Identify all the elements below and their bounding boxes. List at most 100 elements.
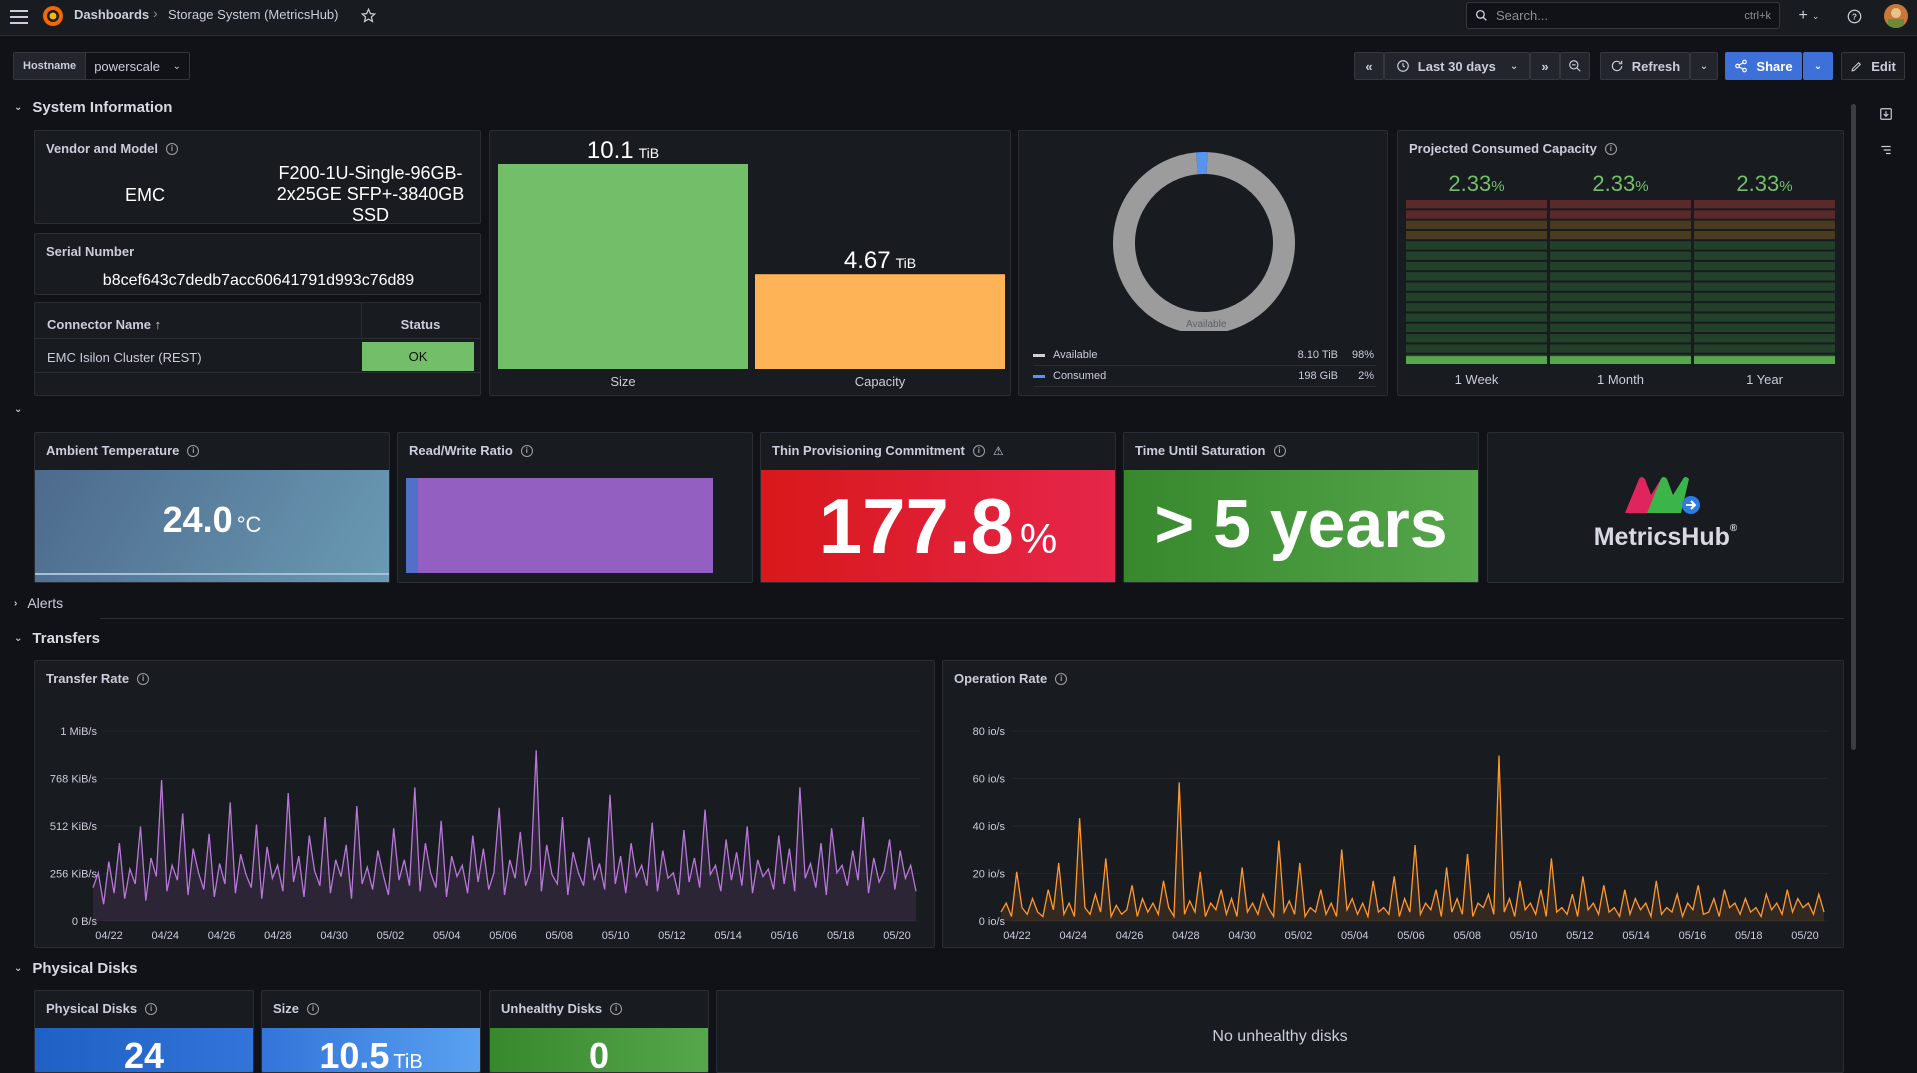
legend-row-available[interactable]: Available 8.10 TiB 98% [1033,345,1376,366]
gauge-stripe [1694,282,1835,291]
series-area [1001,755,1824,921]
share-dropdown[interactable]: ⌄ [1803,52,1833,80]
donut-slice-consumed [1113,152,1295,331]
row-alerts[interactable]: › Alerts [14,595,63,611]
gauge-fill [1694,356,1835,364]
zoom-out-button[interactable] [1560,52,1590,80]
x-tick-label: 04/24 [152,930,180,942]
temperature-value: 24.0 [162,499,233,540]
grafana-logo-icon[interactable] [40,3,66,29]
breadcrumb-current-dashboard: Storage System (MetricsHub) [168,7,339,22]
disk-size-panel: Size i 10.5 TiB [261,990,481,1073]
row-title: Alerts [27,595,64,611]
user-avatar[interactable] [1884,4,1908,28]
column-header-status[interactable]: Status [400,317,441,332]
saturation-stat: > 5 years [1124,485,1478,563]
info-icon[interactable]: i [307,1002,320,1015]
gauge-stripe [1694,261,1835,271]
help-icon[interactable]: ? [1844,6,1864,26]
y-tick-label: 20 io/s [973,869,1006,881]
legend-value: 198 GiB [1298,370,1338,382]
breadcrumb-dashboards[interactable]: Dashboards [74,7,150,22]
row-transfers[interactable]: ⌄ Transfers [14,630,100,647]
bar-value: 10.1 [587,137,634,164]
table-row[interactable]: EMC Isilon Cluster (REST) OK [35,340,480,373]
gauge-stripe [1694,230,1835,240]
info-icon[interactable]: i [187,444,200,457]
star-icon[interactable] [358,5,378,25]
menu-icon[interactable] [8,6,30,28]
info-icon[interactable]: i [1273,444,1286,457]
search-input[interactable]: Search... ctrl+k [1466,2,1780,29]
clock-icon [1396,60,1409,72]
row-unnamed[interactable]: ⌄ [14,404,22,415]
info-icon[interactable]: i [520,444,533,457]
legend-row-consumed[interactable]: Consumed 198 GiB 2% [1033,366,1376,387]
row-physical-disks[interactable]: ⌄ Physical Disks [14,960,137,977]
chevron-down-icon: ⌄ [172,60,181,72]
chevron-down-icon: ⌄ [1813,60,1823,72]
refresh-interval-dropdown[interactable]: ⌄ [1690,52,1718,80]
pencil-icon [1851,61,1862,72]
y-tick-label: 80 io/s [973,726,1006,738]
scrollbar[interactable] [1851,104,1856,750]
panel-title: Transfer Rate [46,671,130,686]
info-icon[interactable]: i [137,672,150,685]
gauge-stripe [1550,292,1691,302]
gauge-value-label: 2.33% [1448,171,1504,196]
x-tick-label: 04/24 [1060,930,1088,942]
gauge-category-label: 1 Month [1597,372,1644,387]
outline-list-icon[interactable] [1876,140,1896,160]
gauge-stripe [1406,210,1547,219]
row-system-information[interactable]: ⌄ System Information [14,99,172,116]
y-tick-label: 40 io/s [973,821,1006,833]
info-icon[interactable]: i [165,142,178,155]
gauge-stripe [1550,313,1691,322]
refresh-button[interactable]: Refresh [1600,52,1690,80]
time-shift-back-button[interactable]: « [1354,52,1384,80]
share-button[interactable]: Share [1725,52,1802,80]
x-tick-label: 04/28 [264,930,292,942]
serial-number-panel: Serial Number b8cef643c7dedb7acc60641791… [34,233,481,295]
gauge-category-label: 1 Year [1746,372,1784,387]
dock-panel-icon[interactable] [1876,104,1896,124]
hostname-select[interactable]: powerscale ⌄ [86,53,189,79]
y-tick-label: 60 io/s [973,774,1006,786]
hostname-select-value: powerscale [94,58,160,74]
chevron-down-icon: ⌄ [14,404,23,415]
info-icon[interactable]: i [1604,142,1617,155]
physical-disks-panel: Physical Disks i 24 [34,990,254,1073]
new-menu-button[interactable]: + ⌄ [1792,5,1826,27]
x-tick-label: 05/02 [377,930,405,942]
info-icon[interactable]: i [1055,672,1068,685]
top-navbar: Dashboards › Storage System (MetricsHub)… [0,0,1917,36]
table-header: Connector Name ↑ Status [35,303,480,339]
x-tick-label: 05/20 [1791,930,1819,942]
info-icon[interactable]: i [610,1002,623,1015]
unhealthy-disks-list-panel: No unhealthy disks [716,990,1844,1073]
time-shift-forward-button[interactable]: » [1530,52,1560,80]
time-until-saturation-panel: Time Until Saturation i > 5 years [1123,432,1479,583]
temperature-sparkline [35,573,389,575]
column-header-connector-name[interactable]: Connector Name ↑ [47,317,161,332]
donut-slice-available [1113,152,1295,331]
edit-button[interactable]: Edit [1841,52,1905,80]
warning-icon[interactable]: ⚠ [992,443,1004,458]
capacity-donut-chart [1113,152,1295,331]
legend-swatch [1033,374,1045,378]
transfer-rate-chart[interactable]: 1 MiB/s 768 KiB/s 512 KiB/s 256 KiB/s 0 B/s 0… [35,661,936,949]
gauge-stripe [1550,241,1691,250]
disk-size-value: 10.5 [319,1035,390,1073]
operation-rate-chart[interactable]: 80 io/s 60 io/s 40 io/s 20 io/s 0 io/s 04/22 0… [943,661,1845,949]
gauge-stripe [1550,323,1691,333]
chevron-down-icon: ⌄ [1699,60,1709,72]
info-icon[interactable]: i [145,1002,158,1015]
legend-name: Available [1053,349,1098,361]
x-tick-label: 05/16 [1679,930,1707,942]
breadcrumb-separator: › [153,5,158,21]
time-range-picker[interactable]: Last 30 days ⌄ [1384,52,1530,80]
gauge-stripe [1406,251,1547,260]
search-icon [1475,9,1487,21]
logo-wordmark: MetricsHub® [1488,523,1843,552]
info-icon[interactable]: i [972,444,985,457]
